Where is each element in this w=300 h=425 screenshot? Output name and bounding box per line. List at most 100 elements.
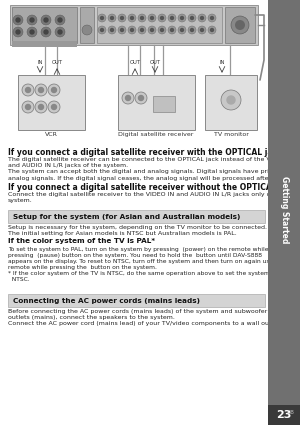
Circle shape — [52, 88, 56, 93]
Circle shape — [13, 15, 23, 25]
Text: OUT: OUT — [129, 60, 141, 65]
Circle shape — [227, 96, 235, 104]
Circle shape — [139, 96, 143, 100]
Text: analog signals. If the digital signal ceases, the analog signal will be processe: analog signals. If the digital signal ce… — [8, 176, 300, 181]
Circle shape — [208, 26, 216, 34]
Text: Setup for the system (for Asian and Australian models): Setup for the system (for Asian and Aust… — [13, 213, 240, 219]
Circle shape — [140, 28, 143, 31]
Bar — [18, 75, 85, 130]
Circle shape — [44, 18, 48, 22]
Circle shape — [13, 27, 23, 37]
Circle shape — [188, 14, 196, 22]
Circle shape — [178, 14, 186, 22]
Circle shape — [27, 15, 37, 25]
Circle shape — [58, 30, 62, 34]
Circle shape — [190, 28, 194, 31]
Text: remote while pressing the  button on the system.: remote while pressing the button on the … — [8, 265, 157, 270]
Circle shape — [52, 105, 56, 110]
Bar — [118, 75, 195, 130]
Circle shape — [22, 84, 34, 96]
Circle shape — [22, 101, 34, 113]
Circle shape — [26, 88, 31, 93]
Circle shape — [135, 92, 147, 104]
Circle shape — [44, 30, 48, 34]
Bar — [268, 405, 300, 425]
Text: If the color system of the TV is PAL*: If the color system of the TV is PAL* — [8, 238, 155, 244]
Circle shape — [16, 30, 20, 34]
Circle shape — [151, 17, 154, 20]
Text: appears on the display. To reset to NTSC, turn off the system and then turn on a: appears on the display. To reset to NTSC… — [8, 259, 291, 264]
Circle shape — [200, 17, 203, 20]
Bar — [8, 294, 265, 307]
Text: The digital satellite receiver can be connected to the OPTICAL jack instead of t: The digital satellite receiver can be co… — [8, 157, 295, 162]
Circle shape — [148, 26, 156, 34]
Text: Before connecting the AC power cords (mains leads) of the system and subwoofer t: Before connecting the AC power cords (ma… — [8, 309, 290, 314]
Circle shape — [151, 28, 154, 31]
Circle shape — [48, 84, 60, 96]
Bar — [225, 7, 255, 43]
Circle shape — [235, 20, 245, 30]
Circle shape — [41, 15, 51, 25]
Circle shape — [110, 28, 113, 31]
Bar — [80, 7, 94, 43]
Text: OUT: OUT — [149, 60, 161, 65]
Circle shape — [122, 92, 134, 104]
Text: and AUDIO IN L/R jacks of the system.: and AUDIO IN L/R jacks of the system. — [8, 163, 128, 168]
Circle shape — [98, 26, 106, 34]
Circle shape — [211, 28, 214, 31]
Circle shape — [125, 96, 130, 100]
Circle shape — [178, 26, 186, 34]
Bar — [12, 7, 77, 43]
Bar — [268, 0, 300, 425]
Circle shape — [188, 26, 196, 34]
Circle shape — [170, 17, 173, 20]
Bar — [153, 96, 175, 112]
Text: Connect the AC power cord (mains lead) of your TV/video components to a wall out: Connect the AC power cord (mains lead) o… — [8, 321, 300, 326]
Text: IN: IN — [37, 60, 43, 65]
Circle shape — [160, 17, 164, 20]
Circle shape — [158, 26, 166, 34]
Circle shape — [128, 14, 136, 22]
Circle shape — [158, 14, 166, 22]
Circle shape — [138, 26, 146, 34]
Text: GB: GB — [287, 410, 295, 414]
Circle shape — [38, 105, 43, 110]
Circle shape — [100, 17, 103, 20]
Text: 23: 23 — [276, 410, 291, 420]
Circle shape — [48, 101, 60, 113]
Text: Digital satellite receiver: Digital satellite receiver — [118, 132, 194, 137]
Circle shape — [121, 28, 124, 31]
Circle shape — [35, 84, 47, 96]
Circle shape — [121, 17, 124, 20]
Text: VCR: VCR — [45, 132, 57, 137]
Circle shape — [100, 28, 103, 31]
Circle shape — [55, 27, 65, 37]
Circle shape — [140, 17, 143, 20]
Text: If you connect a digital satellite receiver without the OPTICAL jack: If you connect a digital satellite recei… — [8, 183, 297, 192]
Circle shape — [118, 26, 126, 34]
Circle shape — [108, 14, 116, 22]
Circle shape — [208, 14, 216, 22]
Circle shape — [168, 26, 176, 34]
Text: Connect the digital satellite receiver to the VIDEO IN and AUDIO IN L/R jacks on: Connect the digital satellite receiver t… — [8, 192, 285, 197]
Text: OUT: OUT — [51, 60, 63, 65]
Circle shape — [181, 17, 184, 20]
Text: system.: system. — [8, 198, 33, 203]
Text: Setup is necessary for the system, depending on the TV monitor to be connected.: Setup is necessary for the system, depen… — [8, 225, 267, 230]
Text: Getting Started: Getting Started — [280, 176, 289, 244]
Bar — [8, 210, 265, 223]
Circle shape — [110, 17, 113, 20]
Bar — [10, 5, 258, 45]
Text: The initial setting for Asian models is NTSC but Australian models is PAL.: The initial setting for Asian models is … — [8, 231, 237, 236]
Circle shape — [148, 14, 156, 22]
Circle shape — [98, 14, 106, 22]
Circle shape — [138, 14, 146, 22]
Circle shape — [181, 28, 184, 31]
Circle shape — [200, 28, 203, 31]
Circle shape — [130, 17, 134, 20]
Circle shape — [108, 26, 116, 34]
Circle shape — [170, 28, 173, 31]
Text: The system can accept both the digital and analog signals. Digital signals have : The system can accept both the digital a… — [8, 170, 299, 174]
Circle shape — [55, 15, 65, 25]
Circle shape — [38, 88, 43, 93]
